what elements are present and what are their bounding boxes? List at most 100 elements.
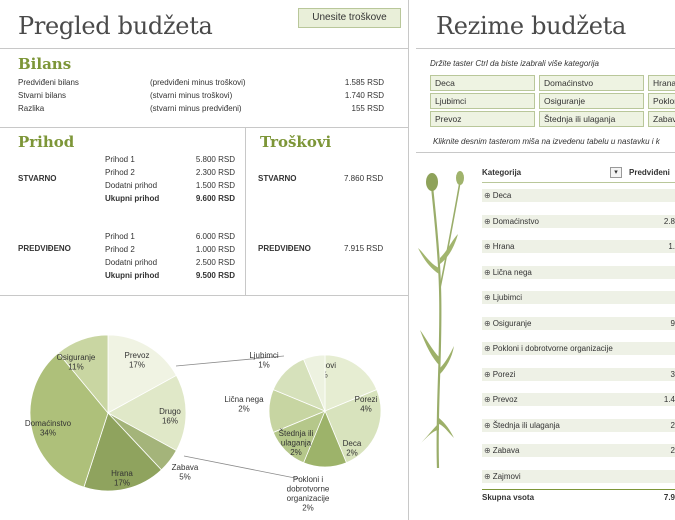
- pivot-category: Hrana: [492, 242, 515, 251]
- pivot-total-row: Skupna vsota 7.9: [482, 489, 675, 505]
- pivot-row[interactable]: ⊕ Lična nega: [482, 260, 675, 286]
- divider: [0, 48, 408, 49]
- pie-slice-osiguranje: [57, 334, 109, 415]
- income-row: Dodatni prihod 1.500 RSD: [105, 181, 235, 194]
- expenses-heading: Troškovi: [260, 133, 332, 151]
- pivot-row[interactable]: ⊕ Osiguranje 9: [482, 311, 675, 337]
- pivot-row[interactable]: ⊕ Prevoz 1.4: [482, 387, 675, 413]
- slicer-item-hrana[interactable]: Hrana: [648, 75, 675, 91]
- slicer-item-prevoz[interactable]: Prevoz: [430, 111, 535, 127]
- income-row: Prihod 1 5.800 RSD: [105, 155, 235, 168]
- income-value: 6.000 RSD: [195, 232, 235, 241]
- balance-heading: Bilans: [18, 55, 72, 73]
- detail-pie-label: Štednja ili ulaganja 2%: [279, 429, 314, 457]
- income-actual-label: STVARNO: [18, 174, 57, 183]
- income-heading: Prihod: [18, 133, 75, 151]
- slicer-item-deca[interactable]: Deca: [430, 75, 535, 91]
- expand-icon[interactable]: ⊕: [484, 242, 491, 251]
- pivot-row[interactable]: ⊕ Pokloni i dobrotvorne organizacije: [482, 336, 675, 362]
- slicer-item-ljubimci[interactable]: Ljubimci: [430, 93, 535, 109]
- filter-dropdown-icon[interactable]: ▾: [610, 167, 622, 178]
- divider: [416, 48, 675, 49]
- pie-label: Drugo 16%: [159, 407, 181, 426]
- detail-pie-label: Lična nega 2%: [224, 395, 264, 414]
- pivot-row[interactable]: ⊕ Štednja ili ulaganja 2: [482, 413, 675, 439]
- income-value: 5.800 RSD: [195, 155, 235, 164]
- pivot-row[interactable]: ⊕ Ljubimci: [482, 285, 675, 311]
- pivot-rows: ⊕ Deca ⊕ Domaćinstvo 2.8 ⊕ Hrana 1. ⊕ Lična nega ⊕…: [482, 183, 675, 489]
- pivot-cell: ⊕ Hrana 1.: [482, 240, 675, 253]
- expand-icon[interactable]: ⊕: [484, 420, 491, 430]
- pivot-value: 2: [670, 420, 675, 430]
- pivot-cell: ⊕ Osiguranje 9: [482, 316, 675, 330]
- pivot-row[interactable]: ⊕ Zabava 2: [482, 438, 675, 464]
- balance-table: Predviđeni bilans (predviđeni minus troš…: [18, 78, 388, 117]
- detail-pie-label: Deca 2%: [343, 439, 362, 458]
- pivot-total-value: 7.9: [663, 493, 675, 502]
- expand-icon[interactable]: ⊕: [484, 267, 491, 277]
- income-actual-list: Prihod 1 5.800 RSD Prihod 2 2.300 RSD Doda…: [105, 155, 235, 207]
- pivot-row[interactable]: ⊕ Zajmovi: [482, 464, 675, 490]
- income-row: Prihod 2 2.300 RSD: [105, 168, 235, 181]
- expand-icon[interactable]: ⊕: [484, 318, 491, 328]
- pivot-category: Prevoz: [492, 395, 518, 404]
- income-planned-list: Prihod 1 6.000 RSD Prihod 2 1.000 RSD Doda…: [105, 232, 235, 284]
- pivot-value: 1.: [668, 242, 675, 251]
- detail-pie-label: Pokloni i dobrotvorne organizacije 2%: [287, 475, 330, 513]
- income-label: Dodatni prihod: [105, 258, 158, 267]
- pie-slice-hrana: [83, 412, 162, 492]
- pivot-category: Štednja ili ulaganja: [492, 420, 560, 430]
- enter-costs-button[interactable]: Unesite troškove: [298, 8, 401, 28]
- pivot-category: Zajmovi: [492, 471, 521, 481]
- expand-icon[interactable]: ⊕: [484, 369, 491, 379]
- slicer-item-stednja[interactable]: Štednja ili ulaganja: [539, 111, 644, 127]
- income-row: Prihod 2 1.000 RSD: [105, 245, 235, 258]
- expand-icon[interactable]: ⊕: [484, 471, 491, 481]
- pie-slice-prevoz: [107, 334, 177, 414]
- slicer-hint: Držite taster Ctrl da biste izabrali viš…: [430, 59, 599, 68]
- plant-illustration: [418, 171, 464, 469]
- expand-icon[interactable]: ⊕: [484, 216, 491, 226]
- expenses-actual-label: STVARNO: [258, 174, 297, 183]
- pivot-row[interactable]: ⊕ Deca: [482, 183, 675, 209]
- income-label: Prihod 2: [105, 168, 135, 177]
- slicer-item-osiguranje[interactable]: Osiguranje: [539, 93, 644, 109]
- pivot-row[interactable]: ⊕ Domaćinstvo 2.8: [482, 209, 675, 235]
- balance-row: Stvarni bilans (stvarni minus troškovi) …: [18, 91, 388, 104]
- pivot-category: Deca: [492, 191, 512, 200]
- balance-label: Razlika: [18, 104, 45, 113]
- expand-icon[interactable]: ⊕: [484, 293, 491, 302]
- slicer-item-zabava[interactable]: Zabava: [648, 111, 675, 127]
- detail-slice-0: [324, 354, 378, 412]
- pivot-row[interactable]: ⊕ Porezi 3: [482, 362, 675, 388]
- divider: [245, 127, 246, 295]
- expand-icon[interactable]: ⊕: [484, 191, 491, 200]
- income-value: 2.300 RSD: [195, 168, 235, 177]
- slicer-item-domacinstvo[interactable]: Domaćinstvo: [539, 75, 644, 91]
- pivot-cell: ⊕ Zajmovi: [482, 469, 675, 483]
- pivot-category: Osiguranje: [492, 318, 532, 328]
- balance-desc: (stvarni minus troškovi): [150, 91, 233, 100]
- pie-connector-line: [175, 355, 285, 367]
- income-label: Prihod 1: [105, 232, 135, 241]
- pivot-col-planned: Predviđeni: [629, 168, 670, 177]
- pie-label: Zabava 5%: [172, 463, 199, 482]
- income-value: 1.000 RSD: [195, 245, 235, 254]
- income-total-value: 9.500 RSD: [195, 271, 235, 280]
- sheet-separator: [408, 0, 409, 520]
- pivot-row[interactable]: ⊕ Hrana 1.: [482, 234, 675, 260]
- balance-row: Razlika (stvarni minus predviđeni) 155 R…: [18, 104, 388, 117]
- expand-icon[interactable]: ⊕: [484, 395, 491, 404]
- pivot-col-category: Kategorija: [482, 168, 522, 177]
- slicer-item-pokloni[interactable]: Pokloni: [648, 93, 675, 109]
- balance-label: Stvarni bilans: [18, 91, 67, 100]
- expand-icon[interactable]: ⊕: [484, 446, 491, 455]
- expand-icon[interactable]: ⊕: [484, 344, 491, 353]
- pivot-cell: ⊕ Porezi 3: [482, 367, 675, 381]
- detail-slice-6: [303, 354, 326, 412]
- pivot-cell: ⊕ Ljubimci: [482, 291, 675, 304]
- pivot-category: Porezi: [492, 369, 516, 379]
- pivot-category: Domaćinstvo: [492, 216, 539, 226]
- detail-pie-label: Porezi 4%: [355, 395, 378, 414]
- pivot-cell: ⊕ Zabava 2: [482, 444, 675, 457]
